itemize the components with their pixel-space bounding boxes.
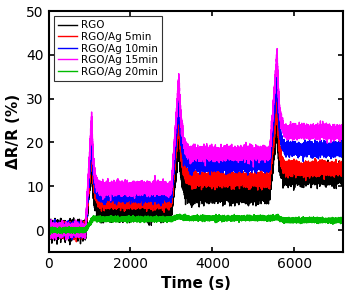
RGO/Ag 5min	[214, 176, 218, 180]
RGO/Ag 15min	[67, 224, 72, 228]
RGO/Ag 15min	[64, 238, 68, 242]
RGO/Ag 10min	[214, 164, 218, 168]
Legend: RGO, RGO/Ag 5min, RGO/Ag 10min, RGO/Ag 15min, RGO/Ag 20min: RGO, RGO/Ag 5min, RGO/Ag 10min, RGO/Ag 1…	[54, 16, 162, 81]
Line: RGO/Ag 20min: RGO/Ag 20min	[49, 214, 343, 234]
Line: RGO/Ag 5min: RGO/Ag 5min	[49, 96, 343, 242]
RGO/Ag 15min	[214, 153, 218, 157]
RGO/Ag 10min	[298, 148, 303, 151]
RGO/Ag 20min	[341, 217, 346, 220]
RGO	[298, 174, 303, 178]
RGO/Ag 15min	[298, 134, 303, 137]
RGO	[187, 195, 191, 199]
RGO/Ag 5min	[74, 240, 79, 244]
RGO/Ag 15min	[260, 154, 264, 157]
RGO/Ag 10min	[260, 162, 264, 165]
RGO/Ag 10min	[341, 147, 346, 151]
RGO/Ag 20min	[183, 212, 187, 216]
RGO	[46, 222, 51, 226]
RGO/Ag 20min	[298, 219, 303, 223]
X-axis label: Time (s): Time (s)	[161, 277, 231, 291]
RGO/Ag 10min	[70, 238, 74, 241]
RGO/Ag 10min	[187, 158, 191, 162]
RGO/Ag 5min	[187, 176, 191, 179]
RGO	[68, 243, 72, 247]
RGO/Ag 20min	[48, 233, 52, 236]
RGO/Ag 10min	[67, 228, 72, 232]
Line: RGO: RGO	[49, 115, 343, 245]
RGO/Ag 15min	[297, 129, 301, 132]
Line: RGO/Ag 10min: RGO/Ag 10min	[49, 75, 343, 240]
RGO/Ag 15min	[46, 230, 51, 234]
RGO/Ag 20min	[67, 230, 72, 233]
RGO	[214, 191, 218, 195]
RGO/Ag 5min	[260, 172, 264, 175]
RGO/Ag 20min	[187, 217, 191, 220]
RGO/Ag 10min	[46, 232, 51, 236]
RGO/Ag 5min	[297, 163, 301, 167]
RGO/Ag 5min	[341, 168, 346, 171]
RGO/Ag 20min	[46, 230, 51, 234]
RGO/Ag 5min	[67, 227, 72, 231]
RGO	[297, 176, 301, 179]
RGO/Ag 15min	[341, 131, 346, 135]
RGO/Ag 5min	[275, 94, 279, 98]
RGO	[260, 193, 264, 197]
RGO/Ag 20min	[260, 216, 264, 220]
Y-axis label: ΔR/R (%): ΔR/R (%)	[6, 94, 21, 169]
RGO	[67, 228, 72, 231]
RGO/Ag 5min	[46, 226, 51, 229]
RGO/Ag 10min	[275, 73, 279, 76]
RGO/Ag 20min	[214, 217, 218, 220]
Line: RGO/Ag 15min: RGO/Ag 15min	[49, 49, 343, 240]
RGO/Ag 15min	[275, 47, 279, 50]
RGO/Ag 10min	[297, 154, 301, 158]
RGO/Ag 15min	[187, 147, 191, 151]
RGO/Ag 5min	[298, 165, 303, 169]
RGO/Ag 20min	[297, 220, 301, 223]
RGO	[341, 173, 346, 176]
RGO	[275, 113, 279, 116]
